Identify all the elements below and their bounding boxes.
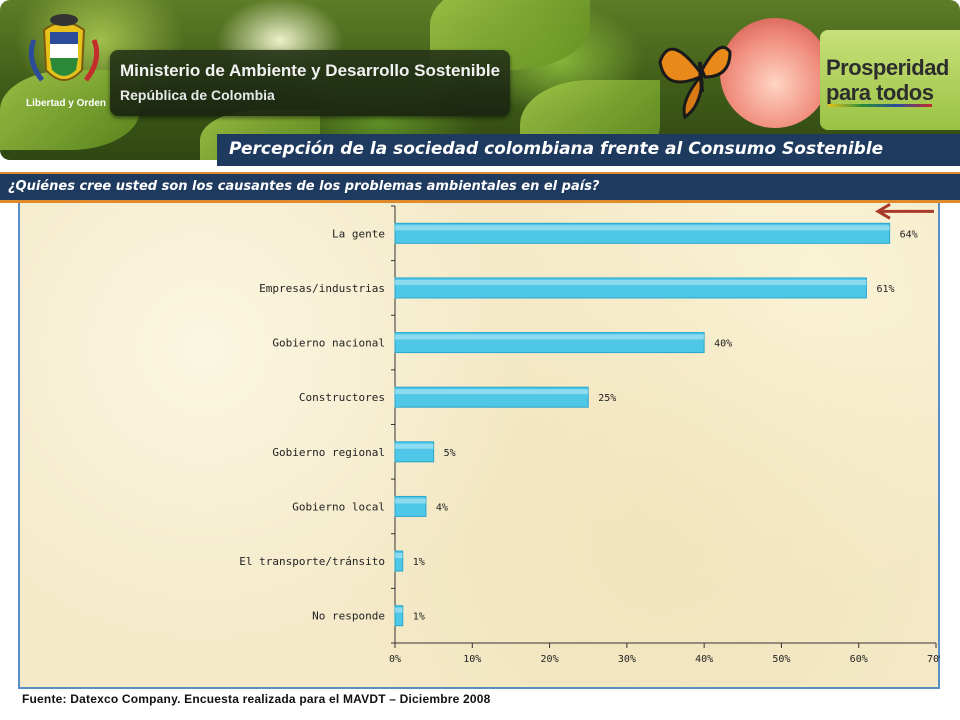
source-footnote: Fuente: Datexco Company. Encuesta realiz… (22, 692, 491, 706)
bar-highlight (395, 498, 426, 504)
bar-highlight (395, 443, 434, 449)
bar-highlight (395, 225, 890, 231)
title-bar: Percepción de la sociedad colombiana fre… (217, 134, 960, 166)
bar (394, 605, 404, 627)
category-label: Gobierno regional (272, 446, 385, 459)
slogan-line2: para todos (826, 80, 934, 105)
chart-panel: 0% 10% 20% 30% 40% 50% 60% 70% La gente 64% Empres… (18, 203, 940, 689)
bar-highlight (395, 334, 705, 340)
page-title: Percepción de la sociedad colombiana fre… (229, 139, 884, 159)
ministry-subtitle: República de Colombia (120, 87, 275, 103)
slogan-box (820, 30, 960, 130)
category-label: Gobierno nacional (272, 337, 385, 350)
category-label: La gente (332, 227, 385, 240)
x-tick-label: 40% (695, 654, 713, 665)
flower-image (720, 18, 830, 128)
question-bar: ¿Quiénes cree usted son los causantes de… (0, 172, 960, 203)
x-tick-label: 60% (850, 654, 868, 665)
bar (394, 386, 589, 408)
x-tick-label: 30% (618, 654, 636, 665)
crest-motto: Libertad y Orden (26, 98, 107, 109)
x-tick-label: 70% (927, 654, 940, 665)
x-tick-label: 0% (389, 654, 401, 665)
ministry-box: Ministerio de Ambiente y Desarrollo Sost… (110, 50, 510, 116)
data-label: 64% (900, 229, 918, 240)
annotation-arrow-head (875, 203, 891, 220)
bar (394, 277, 867, 299)
x-tick-label: 20% (541, 654, 559, 665)
data-label: 1% (413, 557, 425, 568)
bar-highlight (395, 607, 403, 613)
category-label: No responde (312, 610, 385, 623)
category-label: Constructores (299, 391, 385, 404)
bar (394, 550, 404, 572)
bar (394, 441, 435, 463)
bar-chart: 0% 10% 20% 30% 40% 50% 60% 70% La gente 64% Empres… (239, 203, 940, 665)
data-label: 61% (876, 284, 894, 295)
data-label: 4% (436, 502, 448, 513)
question-text: ¿Quiénes cree usted son los causantes de… (8, 179, 600, 194)
data-label: 1% (413, 612, 425, 623)
bar (394, 495, 427, 517)
data-label: 5% (444, 448, 456, 459)
data-label: 25% (598, 393, 616, 404)
x-tick-label: 50% (772, 654, 790, 665)
bar-highlight (395, 279, 867, 285)
slogan-underline (828, 104, 932, 107)
category-label: El transporte/tránsito (239, 555, 385, 568)
bar-highlight (395, 553, 403, 559)
category-label: Empresas/industrias (259, 282, 385, 295)
bar-highlight (395, 389, 589, 395)
bar (394, 222, 891, 244)
bar (394, 332, 705, 354)
slogan-line1: Prosperidad (826, 55, 949, 80)
x-tick-label: 10% (463, 654, 481, 665)
coat-of-arms-logo (28, 14, 100, 82)
category-label: Gobierno local (292, 500, 385, 513)
ministry-title: Ministerio de Ambiente y Desarrollo Sost… (120, 61, 501, 80)
data-label: 40% (714, 339, 732, 350)
butterfly-image (658, 46, 732, 120)
